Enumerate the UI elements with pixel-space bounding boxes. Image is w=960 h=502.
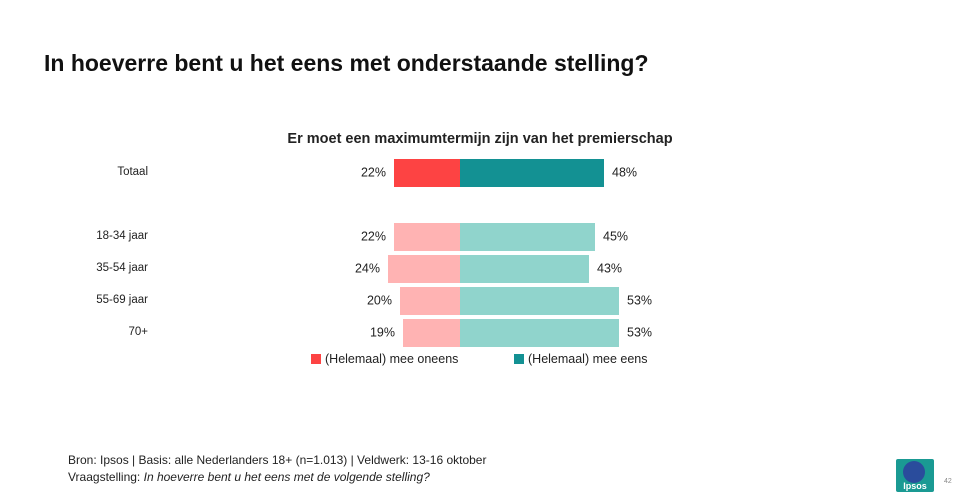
bar-disagree (400, 287, 460, 315)
legend-label-agree: (Helemaal) mee eens (528, 352, 648, 366)
page-number: 42 (944, 478, 952, 485)
source-note: Bron: Ipsos | Basis: alle Nederlanders 1… (68, 453, 486, 467)
logo-text: Ipsos (903, 481, 927, 491)
value-label-agree: 43% (597, 261, 622, 275)
question-prefix: Vraagstelling: (68, 470, 141, 484)
value-label-agree: 45% (603, 229, 628, 243)
bar-disagree (394, 223, 460, 251)
legend-disagree: (Helemaal) mee oneens (311, 352, 458, 366)
category-label: 18-34 jaar (96, 230, 148, 242)
legend-agree: (Helemaal) mee eens (514, 352, 648, 366)
category-label: Totaal (117, 166, 148, 178)
bar-agree (460, 223, 595, 251)
category-label: 35-54 jaar (96, 262, 148, 274)
value-label-disagree: 19% (370, 325, 395, 339)
legend-swatch-disagree (311, 354, 321, 364)
bar-disagree (394, 159, 460, 187)
bar-agree (460, 287, 619, 315)
bar-agree (460, 319, 619, 347)
value-label-disagree: 22% (361, 165, 386, 179)
page-title: In hoeverre bent u het eens met ondersta… (44, 50, 649, 76)
category-label: 70+ (128, 326, 148, 338)
value-label-agree: 53% (627, 325, 652, 339)
diverging-bar-chart: Totaal 22% 48% 18-34 jaar 22% 45% 35-54 jaar 24… (96, 159, 652, 347)
legend-label-disagree: (Helemaal) mee oneens (325, 352, 459, 366)
ipsos-logo: Ipsos (896, 459, 934, 492)
value-label-disagree: 20% (367, 293, 392, 307)
bar-agree (460, 159, 604, 187)
value-label-disagree: 22% (361, 229, 386, 243)
source-text: Bron: Ipsos | Basis: alle Nederlanders 1… (68, 453, 487, 467)
question-text: In hoeverre bent u het eens met de volge… (143, 470, 430, 484)
question-note: Vraagstelling: In hoeverre bent u het ee… (68, 470, 430, 484)
bar-disagree (388, 255, 460, 283)
value-label-agree: 53% (627, 293, 652, 307)
category-label: 55-69 jaar (96, 294, 148, 306)
value-label-disagree: 24% (355, 261, 380, 275)
value-label-agree: 48% (612, 165, 637, 179)
legend-swatch-agree (514, 354, 524, 364)
bar-disagree (403, 319, 460, 347)
chart-title: Er moet een maximumtermijn zijn van het … (287, 131, 673, 147)
bar-agree (460, 255, 589, 283)
